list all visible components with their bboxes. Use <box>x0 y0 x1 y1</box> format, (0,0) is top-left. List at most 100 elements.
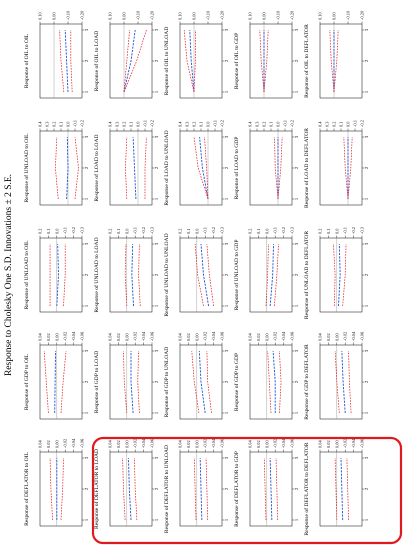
value-tick-label: 0.2 <box>192 122 197 128</box>
value-tick-label: 0.00 <box>194 440 199 448</box>
horizon-tick-label: 1 <box>84 518 89 521</box>
lower-band-line <box>137 350 140 414</box>
value-tick-label: -0.06 <box>360 438 365 448</box>
value-tick-label: 0.04 <box>248 440 253 448</box>
value-tick-label: -0.04 <box>211 331 216 341</box>
value-tick-label: -0.2 <box>351 227 356 234</box>
upper-band-line <box>334 350 340 414</box>
upper-band-line <box>263 457 267 521</box>
value-tick-label: 0.00 <box>54 333 59 341</box>
plot-frame <box>319 237 363 313</box>
horizon-tick-label: 3 <box>364 135 369 138</box>
horizon-tick-label: 2 <box>224 380 229 383</box>
value-tick-label: 0.02 <box>46 333 51 341</box>
lower-band-line <box>277 136 283 200</box>
horizon-tick-label: 3 <box>224 135 229 138</box>
upper-band-line <box>123 29 130 93</box>
horizon-tick-label: 3 <box>224 349 229 352</box>
irf-panel: 0.10 0.00 -0.10 -0.20 1 2 3 Response of OIL to … <box>163 10 229 99</box>
horizon-tick-label: 2 <box>364 273 369 276</box>
value-tick-label: -0.02 <box>273 439 278 448</box>
value-tick-label: 0.3 <box>325 121 330 127</box>
lower-band-line <box>138 243 141 307</box>
value-tick-label: -0.3 <box>290 226 295 234</box>
value-tick-label: 0.2 <box>52 122 57 128</box>
response-line <box>54 350 56 414</box>
panel-title: Response of GDP to OIL <box>23 353 30 410</box>
value-tick-label: 0.0 <box>66 121 71 127</box>
horizon-tick-label: 1 <box>294 90 299 93</box>
value-tick-label: 0.1 <box>326 229 331 235</box>
horizon-tick-label: 2 <box>154 380 159 383</box>
panel-title: Response of DEFLATOR to GDP <box>233 451 240 527</box>
value-tick-label: -0.1 <box>63 227 68 234</box>
response-line <box>338 243 341 307</box>
value-tick-label: -0.3 <box>150 226 155 234</box>
value-tick-label: -0.06 <box>80 331 85 341</box>
horizon-tick-label: 1 <box>294 304 299 307</box>
upper-band-line <box>43 350 49 414</box>
horizon-tick-label: 2 <box>154 59 159 62</box>
lower-band-line <box>333 29 339 93</box>
irf-panel: 0.04 0.02 0.00 -0.02 -0.04 -0.06 1 2 3 Response o… <box>23 438 89 527</box>
plot-frame <box>249 130 293 206</box>
horizon-tick-label: 3 <box>154 242 159 245</box>
figure-title: Response to Cholesky One S.D. Innovation… <box>4 174 14 376</box>
value-tick-label: 0.2 <box>108 229 113 235</box>
value-tick-label: 0.1 <box>269 122 274 128</box>
upper-band-line <box>265 243 269 307</box>
value-tick-label: 0.04 <box>318 440 323 448</box>
horizon-tick-label: 2 <box>224 59 229 62</box>
value-tick-label: -0.3 <box>220 226 225 234</box>
value-tick-label: 0.02 <box>186 333 191 341</box>
horizon-tick-label: 2 <box>294 487 299 490</box>
irf-panel: 0.2 0.1 0.0 -0.1 -0.2 -0.3 1 2 3 Response of UNLO… <box>93 226 159 312</box>
horizon-tick-label: 2 <box>154 487 159 490</box>
value-tick-label: -0.06 <box>290 331 295 341</box>
response-line <box>340 457 344 521</box>
value-tick-label: 0.00 <box>264 440 269 448</box>
value-tick-label: 0.04 <box>248 333 253 341</box>
value-tick-label: -0.20 <box>80 10 85 20</box>
irf-panel: 0.04 0.02 0.00 -0.02 -0.04 -0.06 1 2 3 Response o… <box>163 438 229 533</box>
horizon-tick-label: 1 <box>224 197 229 200</box>
value-tick-label: -0.06 <box>150 331 155 341</box>
value-tick-label: -0.04 <box>281 438 286 448</box>
horizon-tick-label: 1 <box>84 411 89 414</box>
value-tick-label: -0.2 <box>71 227 76 234</box>
horizon-tick-label: 1 <box>224 90 229 93</box>
horizon-tick-label: 3 <box>154 135 159 138</box>
horizon-tick-label: 1 <box>154 90 159 93</box>
value-tick-label: -0.02 <box>63 332 68 341</box>
panel-title: Response of DEFLATOR to UNLOAD <box>163 445 170 533</box>
panel-title: Response of GDP to GDP <box>233 353 240 411</box>
horizon-tick-label: 3 <box>364 242 369 245</box>
lower-band-line <box>193 30 196 93</box>
upper-band-line <box>125 136 128 200</box>
value-tick-label: -0.10 <box>136 10 141 20</box>
value-tick-label: -0.1 <box>133 227 138 234</box>
irf-panel: 0.04 0.02 0.00 -0.02 -0.04 -0.06 1 2 3 Response o… <box>303 331 369 420</box>
value-tick-label: -0.06 <box>220 331 225 341</box>
value-tick-label: 0.02 <box>326 333 331 341</box>
panel-title: Response of DEFLATOR to OIL <box>23 451 30 525</box>
irf-panel: 0.10 0.00 -0.10 -0.20 1 2 3 Response of OIL to … <box>23 10 89 99</box>
lower-band-line <box>205 457 209 521</box>
plot-frame <box>319 130 363 206</box>
horizon-tick-label: 2 <box>364 166 369 169</box>
value-tick-label: 0.1 <box>339 122 344 128</box>
value-tick-label: -0.20 <box>290 10 295 20</box>
value-tick-label: 0.10 <box>38 12 43 20</box>
value-tick-label: 0.00 <box>124 440 129 448</box>
irf-panel: 0.4 0.3 0.2 0.1 0.0 -0.1 -0.2 1 2 3 Response of UN… <box>23 120 89 206</box>
irf-panel: 0.2 0.1 0.0 -0.1 -0.2 -0.3 1 2 3 Response of UNLO… <box>23 226 89 313</box>
horizon-tick-label: 3 <box>294 135 299 138</box>
value-tick-label: -0.02 <box>273 332 278 341</box>
value-tick-label: 0.1 <box>199 122 204 128</box>
value-tick-label: -0.04 <box>71 331 76 341</box>
panel-title: Response of GDP to LOAD <box>93 351 100 414</box>
value-tick-label: 0.00 <box>262 12 267 20</box>
upper-band-line <box>122 457 126 521</box>
horizon-tick-label: 2 <box>84 166 89 169</box>
irf-panel: 0.10 0.00 -0.10 -0.20 1 2 3 Response of OIL to … <box>93 10 159 99</box>
